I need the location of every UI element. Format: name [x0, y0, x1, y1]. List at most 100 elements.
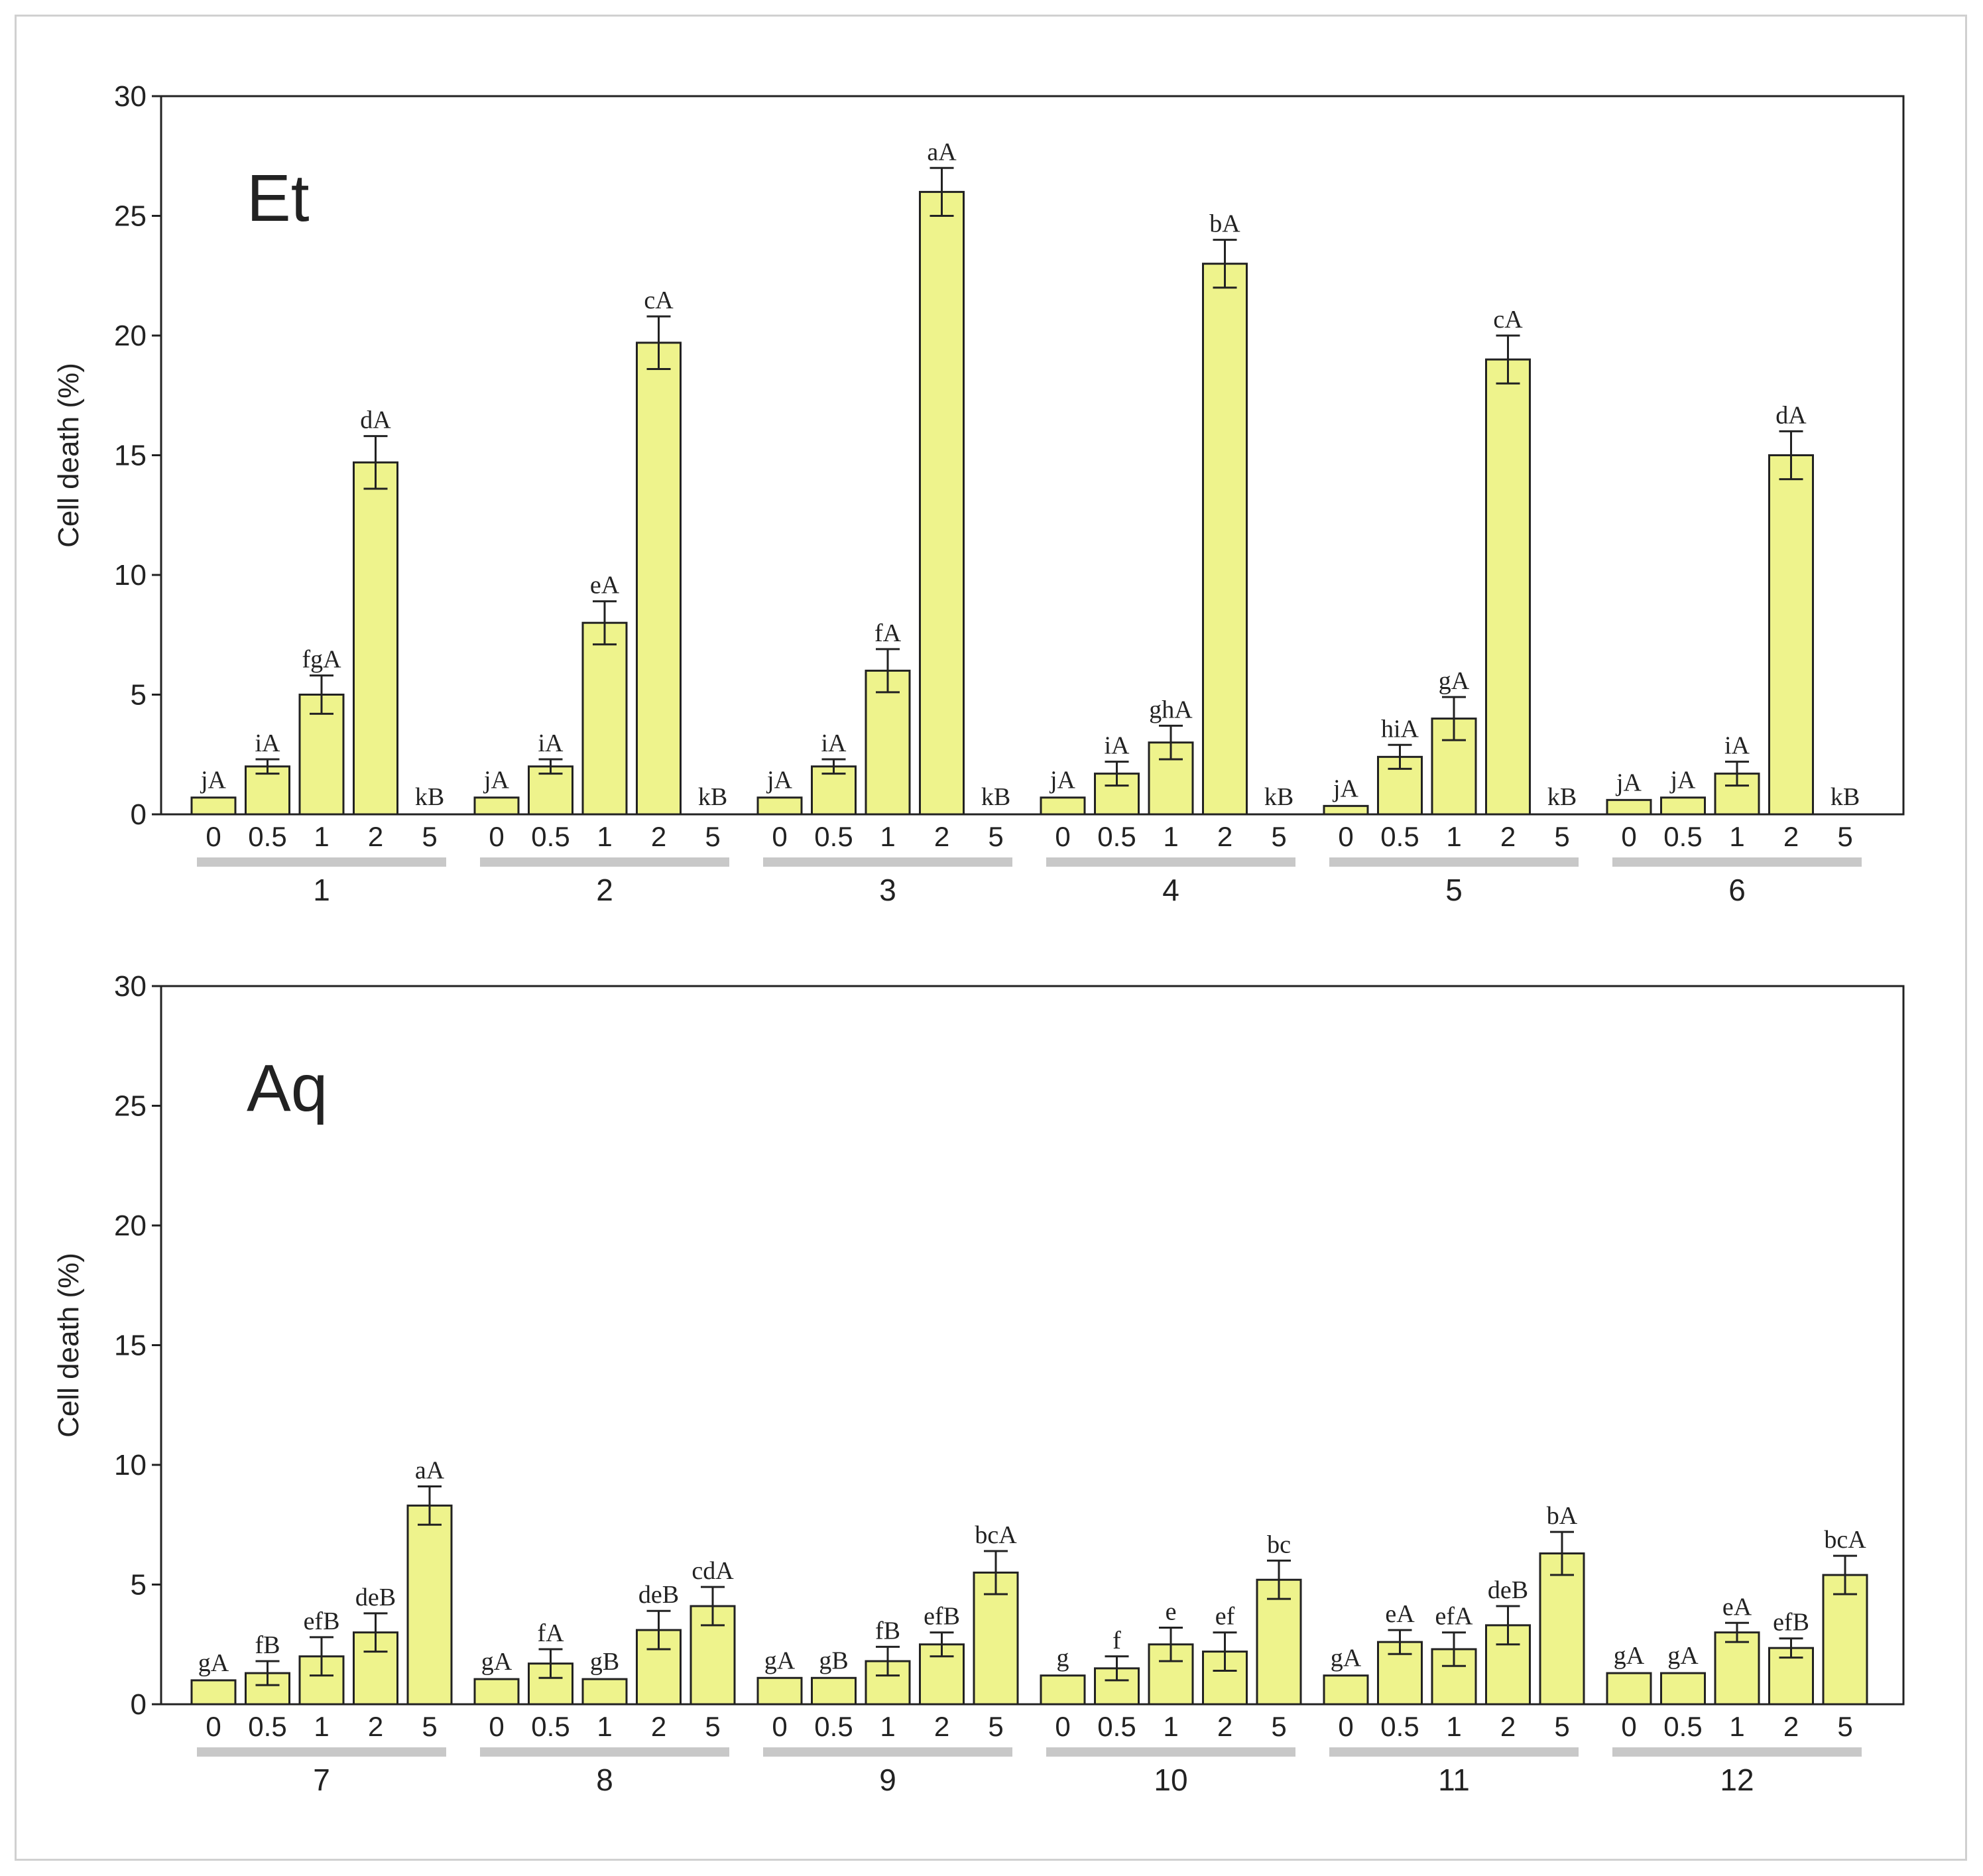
bar-g7-c0 [190, 1679, 237, 1706]
concentration-label: 0.5 [248, 821, 286, 852]
concentration-label: 0.5 [1663, 821, 1702, 852]
concentration-label: 1 [880, 1711, 895, 1742]
significance-letter: jA [1332, 775, 1359, 802]
concentration-label: 5 [1554, 1711, 1569, 1742]
group-label: 8 [596, 1763, 613, 1797]
significance-letter: iA [1105, 732, 1130, 760]
plot-area-1 [160, 95, 1905, 816]
concentration-label: 0.5 [1663, 1711, 1702, 1742]
concentration-label: 5 [705, 1711, 720, 1742]
concentration-label: 1 [1446, 1711, 1461, 1742]
concentration-label: 5 [1271, 821, 1286, 852]
group-label: 1 [313, 873, 330, 907]
bar-g1-c3 [353, 461, 398, 816]
concentration-label: 0 [489, 821, 504, 852]
concentration-label: 2 [368, 821, 383, 852]
significance-letter: cA [1493, 306, 1523, 334]
concentration-label: 5 [1837, 821, 1852, 852]
bar-g12-c1 [1660, 1672, 1706, 1706]
concentration-label: 0.5 [531, 1711, 570, 1742]
significance-letter: iA [1724, 732, 1750, 760]
significance-letter: efB [304, 1607, 340, 1635]
significance-letter: efA [1435, 1603, 1474, 1631]
bar-g2-c3 [636, 342, 682, 816]
y-tick-label: 20 [114, 320, 147, 352]
concentration-label: 2 [1783, 1711, 1799, 1742]
bar-g7-c4 [406, 1504, 453, 1706]
y-tick-label: 15 [114, 1330, 147, 1362]
group-label: 11 [1438, 1763, 1470, 1797]
significance-letter: hiA [1381, 715, 1419, 743]
significance-letter: cA [644, 286, 674, 314]
bar-g9-c1 [811, 1676, 857, 1706]
concentration-label: 0 [1621, 821, 1636, 852]
bar-g12-c4 [1822, 1574, 1868, 1706]
bar-g5-c3 [1485, 358, 1531, 816]
concentration-label: 5 [988, 1711, 1003, 1742]
concentration-label: 5 [422, 1711, 437, 1742]
concentration-label: 0.5 [814, 821, 853, 852]
significance-letter: bc [1267, 1531, 1291, 1558]
concentration-label: 2 [934, 821, 949, 852]
concentration-label: 2 [1783, 821, 1799, 852]
concentration-label: 0.5 [1380, 1711, 1419, 1742]
significance-letter: dA [360, 406, 391, 434]
significance-letter: iA [538, 729, 564, 757]
bar-g11-c0 [1323, 1674, 1369, 1706]
concentration-label: 0 [489, 1711, 504, 1742]
y-tick-label: 15 [114, 440, 147, 472]
concentration-label: 2 [934, 1711, 949, 1742]
y-tick-label: 0 [131, 798, 147, 831]
concentration-label: 0.5 [1097, 1711, 1136, 1742]
significance-letter: cdA [691, 1557, 734, 1585]
significance-letter: dA [1775, 401, 1807, 429]
significance-letter: gA [1439, 667, 1470, 695]
y-tick-label: 30 [114, 970, 147, 1003]
concentration-label: 2 [1217, 821, 1232, 852]
concentration-label: 1 [597, 821, 612, 852]
significance-letter: gB [590, 1648, 619, 1676]
significance-letter: fA [537, 1619, 564, 1647]
bar-g3-c2 [865, 669, 911, 816]
group-label: 4 [1162, 873, 1179, 907]
significance-letter: iA [255, 729, 281, 757]
concentration-label: 1 [597, 1711, 612, 1742]
significance-letter: ef [1215, 1603, 1235, 1631]
group-label: 3 [879, 873, 896, 907]
significance-letter: fgA [302, 646, 341, 674]
significance-letter: efB [1773, 1609, 1809, 1637]
concentration-label: 2 [651, 1711, 666, 1742]
significance-letter: deB [1488, 1576, 1528, 1604]
concentration-label: 1 [1446, 821, 1461, 852]
significance-letter: eA [1722, 1593, 1752, 1621]
bar-g6-c1 [1660, 796, 1706, 816]
bar-g2-c0 [473, 796, 520, 816]
bar-g8-c2 [581, 1678, 628, 1706]
significance-letter: bcA [1824, 1526, 1866, 1554]
concentration-label: 0.5 [531, 821, 570, 852]
group-label: 7 [313, 1763, 330, 1797]
significance-letter: aA [927, 138, 957, 166]
concentration-label: 0 [1055, 821, 1070, 852]
group-label: 12 [1720, 1763, 1754, 1797]
significance-letter: kB [1831, 783, 1860, 811]
significance-letter: deB [638, 1581, 679, 1609]
y-tick-label: 5 [131, 679, 147, 712]
significance-letter: e [1166, 1597, 1177, 1625]
panel-label: Aq [247, 1051, 328, 1125]
significance-letter: aA [415, 1456, 445, 1484]
bar-g9-c0 [756, 1676, 803, 1706]
bar-g10-c0 [1040, 1674, 1086, 1706]
concentration-label: 0.5 [814, 1711, 853, 1742]
concentration-label: 1 [314, 1711, 329, 1742]
significance-letter: g [1057, 1645, 1069, 1672]
concentration-label: 1 [880, 821, 895, 852]
figure-frame [15, 15, 1967, 1861]
concentration-label: 0 [1338, 1711, 1353, 1742]
significance-letter: fB [255, 1631, 280, 1659]
significance-letter: bcA [975, 1521, 1017, 1549]
group-label: 9 [879, 1763, 896, 1797]
y-axis-title: Cell death (%) [52, 1253, 85, 1438]
significance-letter: eA [1385, 1600, 1415, 1628]
